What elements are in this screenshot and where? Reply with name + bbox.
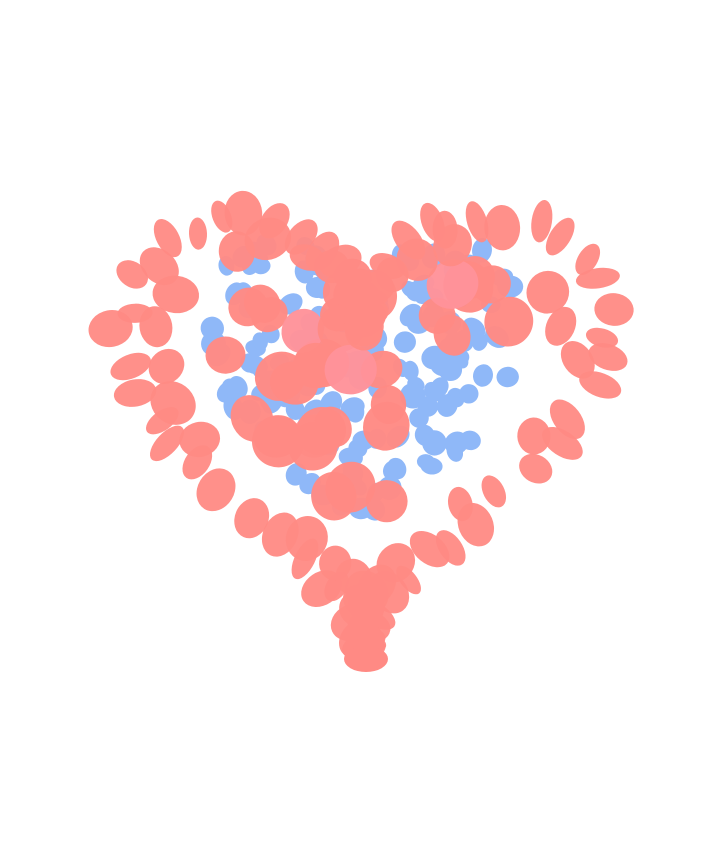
disc [465,201,489,243]
disc [149,425,185,462]
disc [438,395,459,414]
disc [150,381,196,425]
disc [484,296,534,347]
disc [188,217,208,250]
disc [365,480,408,523]
disc [113,379,157,407]
disc [447,486,473,522]
disc [452,351,469,369]
disc [340,397,365,418]
disc [339,589,384,629]
disc [517,417,551,455]
disc [473,364,493,387]
disc [269,361,319,405]
disc [314,249,350,284]
disc [285,516,328,561]
disc [319,545,352,581]
disc [153,219,182,258]
disc [152,275,200,314]
disc [393,331,416,353]
disc [417,396,439,417]
disc [386,457,407,480]
disc [221,378,240,399]
disc [139,247,179,286]
disc [399,303,423,327]
disc [481,475,507,508]
disc [484,205,521,251]
disc [314,406,352,447]
disc [560,341,595,379]
disc [531,199,553,243]
disc [444,431,469,455]
disc [579,371,622,399]
disc [281,308,324,353]
disc [205,336,246,374]
disc [496,366,519,388]
disc [252,332,268,351]
disc [324,344,377,395]
disc [345,313,383,351]
disc [422,430,447,456]
disc [433,224,472,267]
disc [363,401,410,451]
disc [116,260,148,289]
disc [588,343,628,371]
disc [545,306,577,346]
disc [594,293,634,326]
disc [110,352,151,381]
disc [409,530,450,568]
disc [426,259,479,309]
disc [234,498,270,539]
disc [585,327,619,348]
disc [338,447,363,467]
disc [251,416,305,468]
disc [252,258,271,275]
disc [421,345,448,370]
disc [196,468,236,512]
disc [148,348,185,384]
disc [430,377,449,398]
disc [244,217,292,261]
disc [139,306,173,348]
disc [542,426,583,460]
disc [545,217,575,256]
disc [285,462,307,486]
disc [575,267,620,289]
disc [396,238,438,281]
disc [519,453,553,484]
disc [526,270,570,314]
disc [179,421,221,458]
disc [243,284,281,323]
disc [459,384,479,404]
disc [575,243,601,276]
disc [472,333,488,351]
disc [344,646,388,672]
disc [433,314,471,356]
disc [311,471,357,521]
disc [200,316,224,340]
disc [420,457,443,475]
